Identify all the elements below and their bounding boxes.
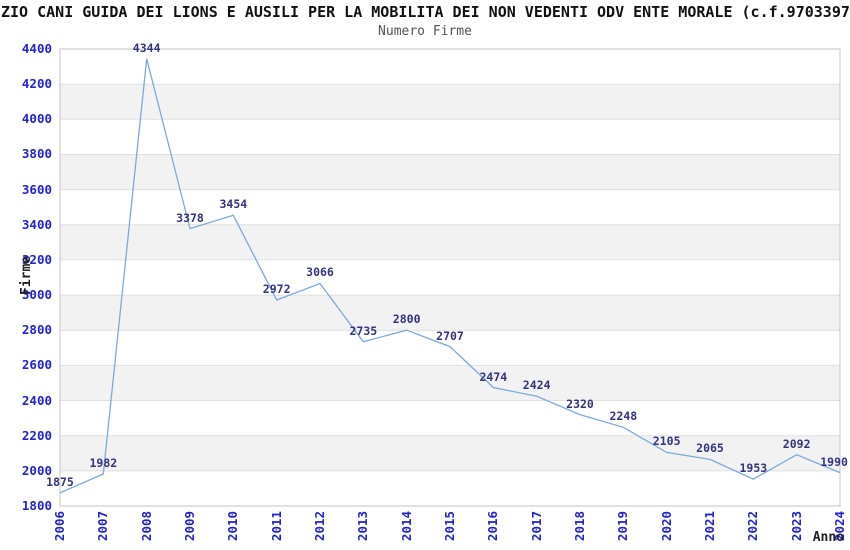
data-point-label: 2972 — [262, 281, 291, 296]
data-point-label: 3378 — [176, 210, 204, 225]
x-tick-label: 2013 — [355, 510, 371, 542]
y-tick-label: 1800 — [21, 498, 52, 513]
data-point-label: 2092 — [782, 436, 811, 451]
x-tick-label: 2019 — [615, 510, 631, 542]
grid-band — [60, 365, 840, 401]
data-point-label: 2320 — [566, 396, 594, 411]
x-tick-label: 2011 — [268, 510, 284, 542]
data-point-label: 3454 — [219, 197, 248, 212]
data-point-label: 2707 — [436, 328, 464, 343]
x-tick-label: 2010 — [225, 510, 241, 542]
data-point-label: 2800 — [392, 312, 421, 327]
x-tick-label: 2014 — [398, 510, 414, 542]
plot-border — [59, 48, 841, 507]
x-tick-label: 2012 — [312, 510, 327, 542]
x-tick-label: 2018 — [572, 510, 587, 542]
x-axis-title: Anno — [812, 530, 844, 545]
data-point-label: 1982 — [89, 456, 118, 470]
y-tick-label: 3600 — [21, 181, 52, 197]
data-point-label: 2105 — [652, 434, 681, 449]
chart-title: ZIO CANI GUIDA DEI LIONS E AUSILI PER LA… — [1, 3, 850, 21]
grid-band — [60, 295, 840, 331]
x-tick-label: 2020 — [658, 510, 674, 542]
data-line — [59, 58, 841, 494]
y-tick-label: 3000 — [21, 287, 52, 303]
chart-subtitle: Numero Firme — [378, 24, 472, 39]
grid-band — [60, 154, 840, 190]
data-point-label: 2248 — [609, 409, 638, 424]
y-tick-label: 3800 — [21, 146, 52, 162]
y-axis-title: Firme — [19, 255, 34, 295]
grid-band — [60, 84, 840, 120]
data-point-label: 3066 — [306, 265, 334, 280]
grid-band — [60, 435, 840, 471]
x-tick-label: 2021 — [702, 510, 717, 542]
x-tick-label: 2016 — [485, 510, 501, 542]
y-tick-label: 2000 — [21, 462, 52, 478]
grid-band — [60, 224, 840, 260]
x-tick-label: 2015 — [442, 510, 457, 542]
y-tick-label: 2800 — [21, 322, 52, 338]
x-tick-label: 2008 — [138, 510, 154, 542]
y-tick-label: 2600 — [21, 357, 52, 373]
y-tick-label: 2200 — [21, 427, 52, 443]
y-tick-label: 4400 — [21, 41, 52, 56]
x-tick-label: 2017 — [528, 510, 544, 542]
x-tick-label: 2023 — [788, 510, 804, 542]
y-tick-label: 3400 — [21, 216, 52, 232]
x-tick-label: 2006 — [52, 510, 67, 542]
data-point-label: 2065 — [696, 441, 724, 456]
y-tick-label: 4000 — [21, 111, 52, 127]
data-point-label: 1990 — [820, 454, 848, 469]
data-point-label: 4344 — [132, 40, 161, 55]
y-tick-label: 2400 — [21, 392, 52, 408]
data-point-label: 2474 — [479, 369, 508, 384]
data-point-label: 2424 — [522, 378, 551, 393]
data-point-label: 1953 — [739, 461, 768, 476]
x-tick-label: 2022 — [745, 510, 761, 542]
data-point-label: 2735 — [349, 323, 378, 338]
x-tick-label: 2009 — [182, 510, 197, 542]
data-point-label: 1875 — [46, 474, 74, 489]
y-tick-label: 3200 — [21, 251, 52, 267]
y-tick-label: 4200 — [21, 76, 52, 92]
x-tick-label: 2007 — [95, 510, 111, 542]
